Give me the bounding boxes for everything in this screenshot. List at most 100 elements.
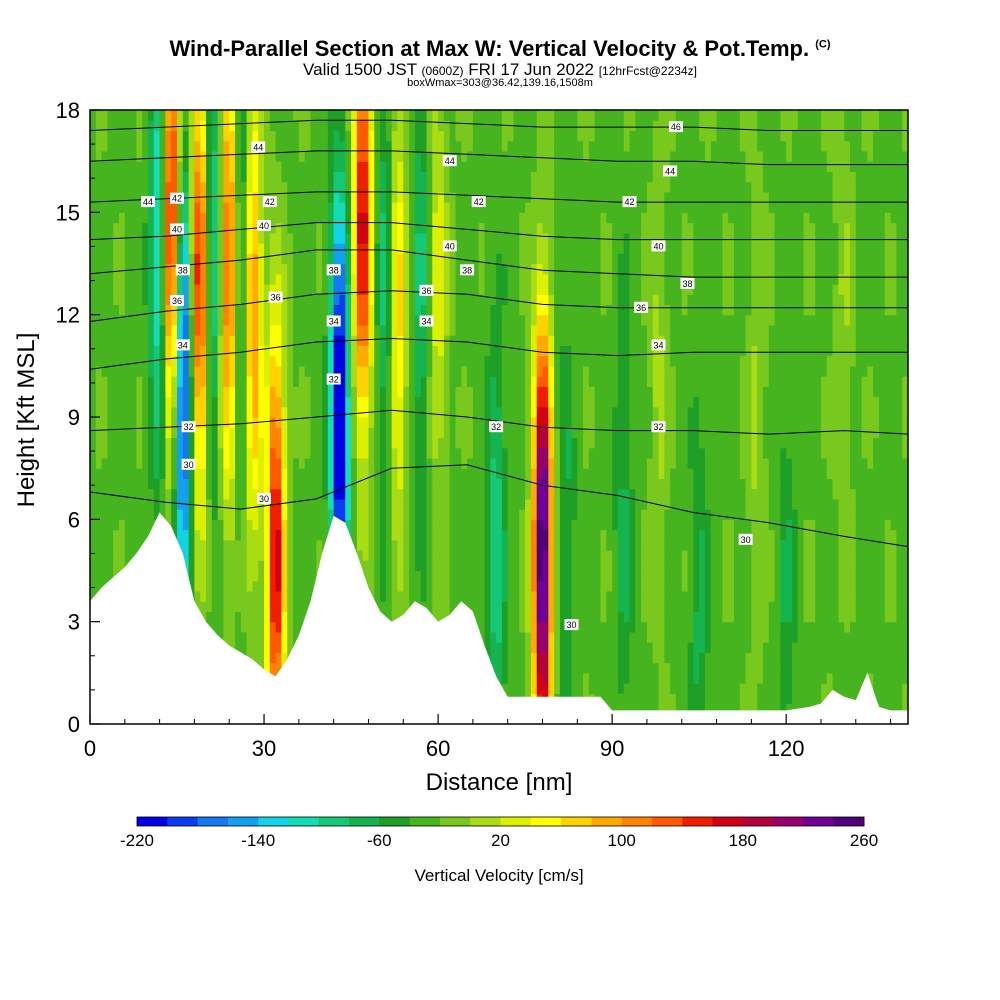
field-cell <box>310 365 317 377</box>
field-cell <box>380 110 387 121</box>
field-cell <box>119 509 126 520</box>
field-cell <box>258 631 265 643</box>
field-cell <box>467 509 474 520</box>
field-cell <box>200 324 207 336</box>
field-cell <box>565 437 573 449</box>
field-cell <box>368 263 375 275</box>
field-cell <box>507 140 515 152</box>
field-cell <box>351 283 358 295</box>
field-cell <box>397 222 404 234</box>
field-cell <box>327 417 335 428</box>
field-cell <box>374 150 381 162</box>
field-cell <box>519 140 526 152</box>
field-cell <box>159 130 167 142</box>
field-cell <box>478 181 486 193</box>
field-cell <box>391 304 399 316</box>
field-cell <box>246 642 254 653</box>
field-cell <box>391 560 399 572</box>
field-cell <box>374 539 381 551</box>
field-cell <box>90 324 97 336</box>
field-cell <box>403 212 410 224</box>
field-cell <box>229 509 236 520</box>
field-cell <box>432 601 439 613</box>
field-cell <box>461 314 468 326</box>
field-cell <box>258 457 265 469</box>
field-cell <box>275 662 283 674</box>
field-cell <box>443 130 451 142</box>
field-cell <box>159 120 167 132</box>
field-cell <box>554 376 561 387</box>
field-cell <box>542 478 549 490</box>
field-cell <box>119 202 126 213</box>
field-cell <box>525 273 532 285</box>
field-cell <box>472 150 480 162</box>
field-cell <box>322 345 329 357</box>
field-cell <box>513 447 520 459</box>
field-cell <box>443 110 451 121</box>
field-cell <box>420 232 428 244</box>
field-cell <box>536 539 544 551</box>
field-cell <box>229 345 236 357</box>
field-cell <box>443 120 451 132</box>
field-cell <box>519 406 526 418</box>
field-cell <box>351 294 358 306</box>
field-cell <box>136 314 143 326</box>
field-cell <box>559 386 567 398</box>
field-cell <box>356 488 364 500</box>
field-cell <box>316 396 323 408</box>
field-cell <box>310 120 317 132</box>
field-cell <box>438 457 445 469</box>
field-cell <box>107 304 114 316</box>
field-cell <box>107 355 114 367</box>
field-cell <box>235 335 242 346</box>
field-cell <box>130 150 138 162</box>
field-cell <box>420 590 428 602</box>
field-cell <box>246 232 254 244</box>
field-cell <box>206 478 213 490</box>
field-cell <box>472 273 480 285</box>
field-cell <box>177 355 184 367</box>
field-cell <box>438 314 445 326</box>
field-cell <box>501 396 509 408</box>
field-cell <box>101 191 108 203</box>
field-cell <box>472 222 480 234</box>
field-cell <box>513 232 520 244</box>
field-cell <box>281 110 288 121</box>
field-cell <box>264 110 271 121</box>
field-cell <box>194 212 201 224</box>
field-cell <box>206 324 213 336</box>
field-cell <box>258 181 265 193</box>
field-cell <box>113 130 120 142</box>
field-cell <box>461 345 468 357</box>
field-cell <box>124 110 132 121</box>
field-cell <box>304 417 312 428</box>
field-cell <box>554 447 561 459</box>
field-cell <box>327 161 335 172</box>
field-cell <box>90 253 97 265</box>
field-cell <box>258 150 265 162</box>
field-cell <box>287 365 294 377</box>
field-cell <box>159 161 167 172</box>
field-cell <box>432 417 439 428</box>
field-cell <box>368 560 375 572</box>
field-cell <box>414 550 422 561</box>
field-cell <box>461 478 468 490</box>
field-cell <box>414 324 422 336</box>
field-cell <box>90 222 97 234</box>
field-cell <box>345 171 352 183</box>
field-cell <box>351 529 358 541</box>
field-cell <box>101 181 108 193</box>
field-cell <box>397 417 404 428</box>
field-cell <box>420 110 428 121</box>
field-cell <box>298 488 306 500</box>
field-cell <box>194 539 201 551</box>
field-cell <box>501 110 509 121</box>
field-cell <box>281 601 288 613</box>
field-cell <box>368 417 375 428</box>
field-cell <box>409 243 416 254</box>
field-cell <box>293 253 300 265</box>
field-cell <box>432 304 439 316</box>
field-cell <box>264 631 271 643</box>
field-cell <box>124 509 132 520</box>
field-cell <box>548 202 555 213</box>
